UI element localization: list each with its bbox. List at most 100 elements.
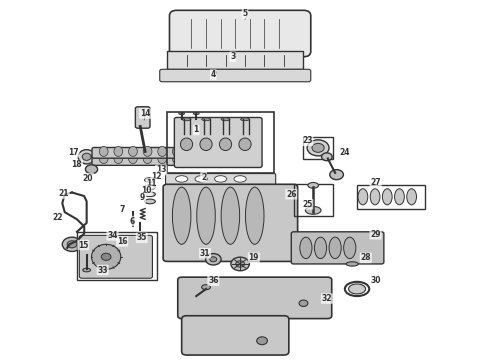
- Text: 20: 20: [83, 174, 94, 183]
- Ellipse shape: [143, 147, 152, 157]
- Text: 4: 4: [211, 70, 216, 79]
- Text: 10: 10: [141, 186, 152, 195]
- Ellipse shape: [382, 189, 392, 205]
- Ellipse shape: [158, 154, 167, 163]
- Text: 35: 35: [137, 233, 147, 242]
- Text: 34: 34: [107, 231, 118, 240]
- Ellipse shape: [99, 154, 108, 163]
- Text: 7: 7: [120, 205, 125, 214]
- Ellipse shape: [321, 153, 332, 161]
- Ellipse shape: [329, 237, 341, 258]
- Ellipse shape: [194, 112, 199, 114]
- Bar: [294, 184, 333, 216]
- Text: 22: 22: [52, 213, 63, 222]
- FancyBboxPatch shape: [92, 155, 189, 165]
- Bar: [167, 112, 274, 173]
- Text: 19: 19: [248, 253, 259, 262]
- Bar: [303, 137, 333, 158]
- Ellipse shape: [99, 147, 108, 157]
- Ellipse shape: [346, 262, 358, 266]
- Bar: [77, 232, 157, 280]
- Ellipse shape: [215, 176, 227, 182]
- Ellipse shape: [234, 176, 246, 182]
- Ellipse shape: [307, 140, 329, 156]
- Text: 17: 17: [68, 148, 79, 157]
- Ellipse shape: [220, 138, 232, 150]
- Text: 21: 21: [58, 189, 69, 198]
- Bar: [357, 185, 425, 208]
- Text: 3: 3: [230, 52, 235, 61]
- Ellipse shape: [182, 118, 191, 121]
- Ellipse shape: [348, 284, 366, 294]
- Ellipse shape: [315, 237, 327, 258]
- Text: 31: 31: [200, 249, 210, 258]
- Ellipse shape: [83, 268, 91, 272]
- Text: 15: 15: [78, 240, 88, 249]
- Ellipse shape: [239, 138, 251, 150]
- Ellipse shape: [101, 253, 111, 260]
- Text: 18: 18: [72, 161, 82, 170]
- Text: 23: 23: [302, 136, 313, 145]
- Ellipse shape: [241, 118, 249, 121]
- FancyBboxPatch shape: [163, 184, 297, 261]
- Ellipse shape: [236, 261, 245, 267]
- Text: 14: 14: [140, 109, 150, 118]
- Ellipse shape: [78, 150, 95, 164]
- Ellipse shape: [114, 147, 122, 157]
- Ellipse shape: [195, 176, 207, 182]
- Ellipse shape: [308, 183, 319, 188]
- Polygon shape: [167, 51, 303, 69]
- Ellipse shape: [299, 300, 308, 306]
- Ellipse shape: [330, 170, 343, 180]
- Ellipse shape: [305, 206, 321, 214]
- Text: 32: 32: [321, 294, 332, 303]
- Ellipse shape: [175, 176, 188, 182]
- FancyBboxPatch shape: [170, 10, 311, 57]
- Ellipse shape: [128, 154, 137, 163]
- Text: 25: 25: [302, 200, 313, 209]
- Text: 2: 2: [201, 173, 206, 182]
- Text: 16: 16: [117, 237, 127, 246]
- Ellipse shape: [143, 154, 152, 163]
- FancyBboxPatch shape: [92, 148, 189, 158]
- Ellipse shape: [221, 118, 230, 121]
- FancyBboxPatch shape: [291, 232, 384, 264]
- Text: 27: 27: [370, 178, 381, 187]
- FancyBboxPatch shape: [178, 277, 332, 319]
- Ellipse shape: [245, 187, 264, 244]
- Ellipse shape: [202, 118, 210, 121]
- Ellipse shape: [62, 237, 82, 251]
- Ellipse shape: [82, 153, 91, 160]
- Ellipse shape: [172, 154, 181, 163]
- Ellipse shape: [394, 189, 404, 205]
- Text: 28: 28: [361, 253, 371, 262]
- Ellipse shape: [85, 165, 98, 174]
- Text: 12: 12: [151, 172, 162, 181]
- Text: 5: 5: [243, 9, 247, 18]
- Ellipse shape: [172, 187, 191, 244]
- Ellipse shape: [114, 154, 122, 163]
- Ellipse shape: [257, 337, 268, 345]
- Ellipse shape: [202, 285, 210, 290]
- Text: 29: 29: [370, 230, 381, 239]
- Ellipse shape: [180, 138, 193, 150]
- Text: 9: 9: [140, 193, 146, 202]
- Text: 36: 36: [208, 276, 219, 285]
- Text: 1: 1: [194, 126, 199, 135]
- Ellipse shape: [231, 257, 249, 271]
- Text: 26: 26: [286, 190, 296, 199]
- Text: 30: 30: [370, 276, 381, 285]
- Ellipse shape: [92, 244, 121, 269]
- Ellipse shape: [205, 253, 221, 265]
- FancyBboxPatch shape: [160, 69, 311, 82]
- Ellipse shape: [172, 147, 181, 157]
- Ellipse shape: [210, 257, 217, 262]
- FancyBboxPatch shape: [182, 316, 289, 355]
- Ellipse shape: [300, 237, 312, 258]
- Ellipse shape: [67, 241, 77, 248]
- Ellipse shape: [358, 189, 368, 205]
- Text: 33: 33: [98, 266, 108, 275]
- Ellipse shape: [145, 178, 155, 182]
- FancyBboxPatch shape: [79, 235, 152, 278]
- Ellipse shape: [343, 237, 356, 258]
